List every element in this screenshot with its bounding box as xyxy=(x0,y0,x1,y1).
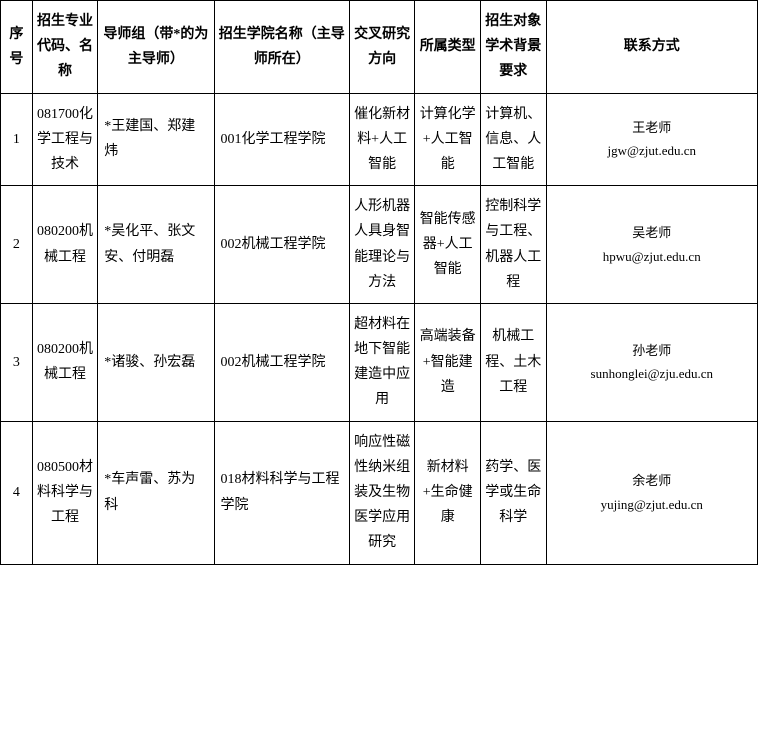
table-header-row: 序号 招生专业代码、名称 导师组（带*的为主导师） 招生学院名称（主导师所在） … xyxy=(1,1,758,94)
contact-email: jgw@zjut.edu.cn xyxy=(551,139,753,162)
cell-seq: 2 xyxy=(1,186,33,304)
cell-type: 计算化学+人工智能 xyxy=(415,93,481,186)
cell-type: 智能传感器+人工智能 xyxy=(415,186,481,304)
header-contact: 联系方式 xyxy=(546,1,757,94)
cell-research: 响应性磁性纳米组装及生物医学应用研究 xyxy=(349,421,415,564)
cell-contact: 王老师 jgw@zjut.edu.cn xyxy=(546,93,757,186)
cell-seq: 4 xyxy=(1,421,33,564)
contact-name: 吴老师 xyxy=(551,221,753,244)
header-college: 招生学院名称（主导师所在） xyxy=(214,1,349,94)
cell-advisor: *诸骏、孙宏磊 xyxy=(98,303,214,421)
cell-background: 控制科学与工程、机器人工程 xyxy=(480,186,546,304)
cell-research: 超材料在地下智能建造中应用 xyxy=(349,303,415,421)
contact-name: 孙老师 xyxy=(551,339,753,362)
cell-seq: 3 xyxy=(1,303,33,421)
cell-major: 080500材料科学与工程 xyxy=(32,421,98,564)
cell-type: 新材料+生命健康 xyxy=(415,421,481,564)
contact-email: sunhonglei@zju.edu.cn xyxy=(551,362,753,385)
cell-major: 080200机械工程 xyxy=(32,303,98,421)
cell-seq: 1 xyxy=(1,93,33,186)
table-row: 3 080200机械工程 *诸骏、孙宏磊 002机械工程学院 超材料在地下智能建… xyxy=(1,303,758,421)
header-advisor: 导师组（带*的为主导师） xyxy=(98,1,214,94)
contact-email: yujing@zjut.edu.cn xyxy=(551,493,753,516)
cell-contact: 余老师 yujing@zjut.edu.cn xyxy=(546,421,757,564)
cell-advisor: *车声雷、苏为科 xyxy=(98,421,214,564)
cell-college: 001化学工程学院 xyxy=(214,93,349,186)
cell-major: 080200机械工程 xyxy=(32,186,98,304)
contact-name: 余老师 xyxy=(551,469,753,492)
cell-background: 机械工程、土木工程 xyxy=(480,303,546,421)
header-type: 所属类型 xyxy=(415,1,481,94)
cell-background: 药学、医学或生命科学 xyxy=(480,421,546,564)
cell-advisor: *王建国、郑建炜 xyxy=(98,93,214,186)
header-research: 交叉研究方向 xyxy=(349,1,415,94)
contact-email: hpwu@zjut.edu.cn xyxy=(551,245,753,268)
cell-college: 018材料科学与工程学院 xyxy=(214,421,349,564)
table-row: 1 081700化学工程与技术 *王建国、郑建炜 001化学工程学院 催化新材料… xyxy=(1,93,758,186)
cell-background: 计算机、信息、人工智能 xyxy=(480,93,546,186)
cell-research: 人形机器人具身智能理论与方法 xyxy=(349,186,415,304)
table-row: 4 080500材料科学与工程 *车声雷、苏为科 018材料科学与工程学院 响应… xyxy=(1,421,758,564)
header-major: 招生专业代码、名称 xyxy=(32,1,98,94)
table-body: 1 081700化学工程与技术 *王建国、郑建炜 001化学工程学院 催化新材料… xyxy=(1,93,758,564)
table-row: 2 080200机械工程 *吴化平、张文安、付明磊 002机械工程学院 人形机器… xyxy=(1,186,758,304)
contact-name: 王老师 xyxy=(551,116,753,139)
cell-type: 高端装备+智能建造 xyxy=(415,303,481,421)
cell-advisor: *吴化平、张文安、付明磊 xyxy=(98,186,214,304)
admissions-table: 序号 招生专业代码、名称 导师组（带*的为主导师） 招生学院名称（主导师所在） … xyxy=(0,0,758,565)
cell-research: 催化新材料+人工智能 xyxy=(349,93,415,186)
cell-contact: 吴老师 hpwu@zjut.edu.cn xyxy=(546,186,757,304)
header-background: 招生对象学术背景要求 xyxy=(480,1,546,94)
cell-college: 002机械工程学院 xyxy=(214,186,349,304)
cell-contact: 孙老师 sunhonglei@zju.edu.cn xyxy=(546,303,757,421)
cell-major: 081700化学工程与技术 xyxy=(32,93,98,186)
cell-college: 002机械工程学院 xyxy=(214,303,349,421)
header-seq: 序号 xyxy=(1,1,33,94)
